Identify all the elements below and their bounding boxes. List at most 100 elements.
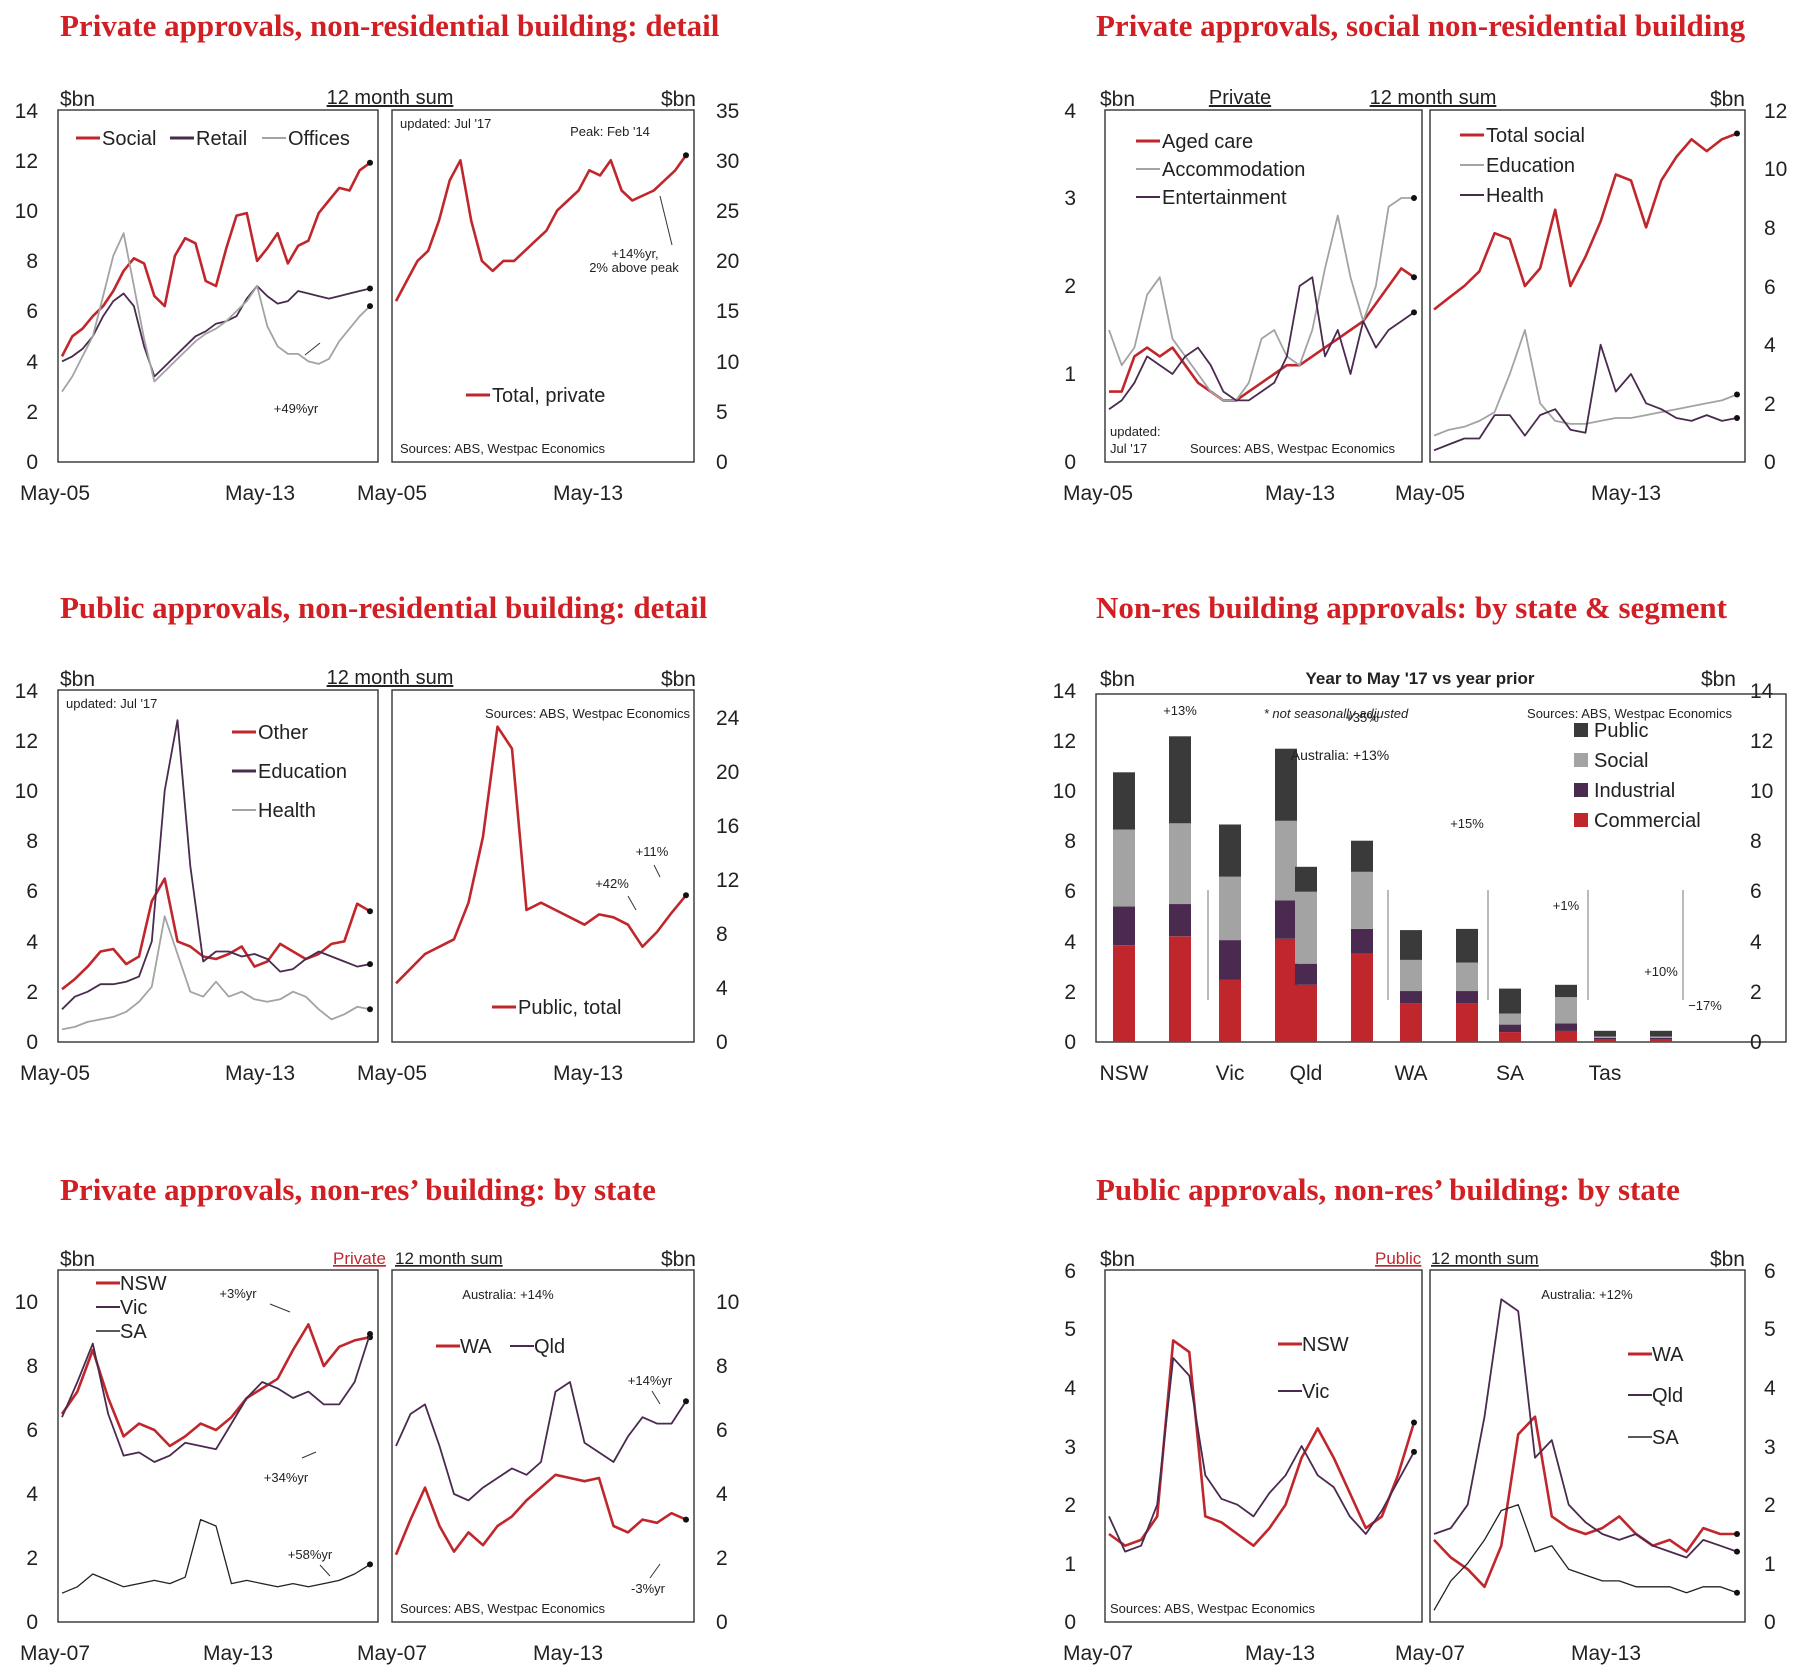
ytick: 2 (26, 1547, 38, 1570)
bar-segment-commercial (1499, 1032, 1521, 1042)
bar-segment-social (1275, 820, 1297, 901)
ytick: 4 (1750, 931, 1762, 954)
bar-segment-public (1295, 866, 1317, 892)
legend-sa: SA (1652, 1427, 1679, 1449)
bar-segment-public (1351, 840, 1373, 872)
chart-panel-private-state: Private approvals, non-res’ building: by… (0, 1160, 790, 1677)
ytick: 3 (1064, 1436, 1076, 1459)
legend-health: Health (258, 800, 316, 822)
bar-segment-industrial (1295, 963, 1317, 985)
bar-segment-social (1295, 891, 1317, 964)
legend-nsw: NSW (1302, 1334, 1349, 1356)
left-plot-frame (1104, 109, 1423, 463)
bar-segment-social (1113, 829, 1135, 907)
series-end-point (367, 1561, 373, 1568)
ytick: 0 (26, 451, 38, 474)
series-end-point (683, 892, 689, 899)
bar-segment-commercial (1169, 936, 1191, 1042)
legend-public: Public (1594, 720, 1648, 742)
xtick: May-13 (225, 1062, 295, 1085)
ytick: 2 (1064, 1494, 1076, 1517)
stacked-bars: +13% +35% +15% +1% +10% −17% (1113, 703, 1722, 1042)
ytick: 6 (1750, 880, 1762, 903)
ytick: 12 (1053, 730, 1076, 753)
bar-segment-industrial (1555, 1023, 1577, 1031)
legend-entertainment: Entertainment (1162, 187, 1287, 209)
panel-title: Private approvals, non-residential build… (60, 8, 720, 43)
legend-retail: Retail (196, 128, 247, 150)
ytick: 4 (1064, 931, 1076, 954)
bar-segment-public (1275, 748, 1297, 821)
ytick: 6 (1764, 276, 1776, 299)
bar-change-label: +1% (1553, 898, 1580, 913)
left-unit: $bn (60, 668, 95, 691)
series-line-other (61, 877, 371, 991)
ytick: 8 (26, 830, 38, 853)
xtick: May-13 (1265, 482, 1335, 505)
note-vic-growth: +34%yr (264, 1470, 309, 1485)
left-unit: $bn (1100, 1248, 1135, 1271)
bar-segment-social (1650, 1036, 1672, 1038)
note-australia: Australia: +12% (1541, 1287, 1633, 1302)
state-segment-chart: $bn $bn Year to May '17 vs year prior 0 … (1053, 668, 1787, 1085)
bar-segment-industrial (1400, 991, 1422, 1004)
left-unit: $bn (1100, 668, 1135, 691)
bar-segment-public (1650, 1030, 1672, 1037)
xtick: May-07 (1395, 1642, 1465, 1665)
xtick: Qld (1290, 1062, 1323, 1085)
ytick: 10 (716, 1291, 739, 1314)
ytick: 20 (716, 761, 739, 784)
note-sa-growth: +58%yr (288, 1547, 333, 1562)
note-updated: updated: Jul '17 (400, 116, 491, 131)
ytick: 4 (1064, 1377, 1076, 1400)
ytick: 0 (26, 1611, 38, 1634)
series-line-entertainment (1108, 276, 1415, 410)
xtick: NSW (1100, 1062, 1149, 1085)
note-sources: Sources: ABS, Westpac Economics (400, 1601, 605, 1616)
series-end-point (367, 961, 373, 968)
bar-segment-public (1594, 1030, 1616, 1037)
left-series-lines (61, 719, 373, 1031)
ytick: 4 (1064, 100, 1076, 123)
period-label: 12 month sum (395, 1249, 503, 1268)
series-end-point (367, 285, 373, 292)
legend-qld: Qld (1652, 1385, 1683, 1407)
period-label: 12 month sum (327, 87, 454, 109)
ytick: 2 (716, 1547, 728, 1570)
annotation-leader (269, 1303, 291, 1313)
series-line-offices (61, 232, 371, 393)
ytick: 12 (1750, 730, 1773, 753)
series-end-point (1734, 1548, 1740, 1555)
panel-title: Private approvals, non-res’ building: by… (60, 1172, 656, 1207)
ytick: 0 (1764, 451, 1776, 474)
bar-segment-industrial (1275, 900, 1297, 939)
right-plot-frame (391, 689, 695, 1043)
ytick: 8 (26, 1355, 38, 1378)
xtick: May-05 (20, 482, 90, 505)
annotation-leader (651, 1390, 661, 1405)
note-updated-date: Jul '17 (1110, 441, 1147, 456)
bar-segment-commercial (1650, 1039, 1672, 1042)
bar-segment-social (1594, 1036, 1616, 1038)
ytick: 15 (716, 300, 739, 323)
legend-wa: WA (460, 1336, 492, 1358)
right-plot-frame (1429, 109, 1746, 463)
period-label: 12 month sum (1431, 1249, 1539, 1268)
note-growth: +14%yr, (611, 246, 658, 261)
bar-segment-public (1456, 928, 1478, 963)
private-social-chart: $bn $bn Private 12 month sum 0 1 2 3 4 0… (1063, 87, 1787, 505)
ytick: 4 (26, 931, 38, 954)
sector-label: Public (1375, 1249, 1422, 1268)
series-line-qld (395, 1381, 687, 1502)
ytick: 8 (1750, 830, 1762, 853)
legend-swatch-commercial (1574, 813, 1588, 827)
note-sources: Sources: ABS, Westpac Economics (1190, 441, 1395, 456)
private-detail-chart: $bn $bn 12 month sum 0 2 4 6 8 10 12 14 … (15, 87, 740, 505)
xtick: May-13 (203, 1642, 273, 1665)
annotation-leader (649, 1563, 661, 1579)
legend-qld: Qld (534, 1336, 565, 1358)
ytick: 6 (1064, 880, 1076, 903)
series-line-total-private (394, 154, 688, 302)
ytick: 0 (1064, 451, 1076, 474)
legend-social: Social (102, 128, 156, 150)
